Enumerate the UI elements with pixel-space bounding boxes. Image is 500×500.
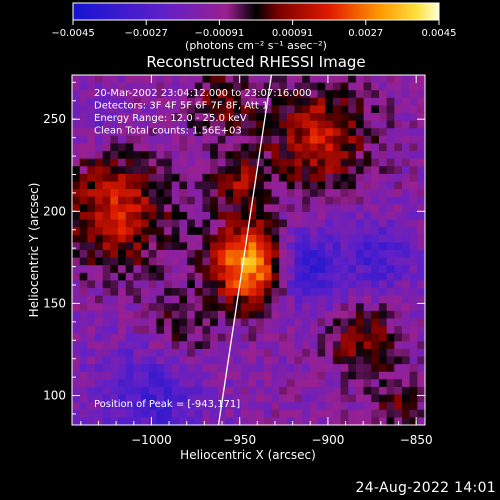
y-tick-label: 100 (43, 389, 66, 403)
info-line: 20-Mar-2002 23:04:12.000 to 23:07:16.000 (94, 88, 312, 99)
info-line: Detectors: 3F 4F 5F 6F 7F 8F, Att 1 (94, 101, 268, 112)
colorbar-tick-label: −0.00091 (195, 28, 245, 39)
y-axis-label: Heliocentric Y (arcsec) (27, 183, 41, 318)
colorbar-tick-label: −0.0027 (125, 28, 168, 39)
colorbar-tick-label: −0.0045 (51, 28, 94, 39)
peak-label: Position of Peak = [-943,171] (94, 399, 240, 410)
colorbar-ticks: −0.0045 −0.0027 −0.00091 0.00091 0.0027 0.004… (51, 20, 457, 39)
info-block: 20-Mar-2002 23:04:12.000 to 23:07:16.000… (94, 88, 312, 137)
colorbar-tick-label: 0.0045 (422, 28, 457, 39)
colorbar-unit-label: (photons cm⁻² s⁻¹ asec⁻²) (185, 39, 327, 52)
x-tick-label: −900 (311, 433, 344, 447)
axes: −1000 −950 −900 −850 100 150 200 250 (43, 75, 433, 447)
x-tick-label: −1000 (131, 433, 172, 447)
heatmap (72, 75, 425, 425)
plot-frame (71, 74, 426, 426)
y-tick-label: 200 (43, 204, 66, 218)
colorbar (72, 2, 440, 21)
x-tick-label: −950 (223, 433, 256, 447)
info-line: Energy Range: 12.0 - 25.0 keV (94, 113, 247, 124)
timestamp: 24-Aug-2022 14:01 (355, 480, 496, 496)
info-line: Clean Total counts: 1.56E+03 (94, 126, 242, 137)
y-tick-label: 250 (43, 112, 66, 126)
x-axis-label: Heliocentric X (arcsec) (180, 448, 316, 462)
colorbar-tick-label: 0.0027 (348, 28, 383, 39)
chart-title: Reconstructed RHESSI Image (146, 53, 365, 71)
x-tick-label: −850 (400, 433, 433, 447)
solar-limb-line (217, 75, 273, 425)
y-tick-label: 150 (43, 296, 66, 310)
colorbar-tick-label: 0.00091 (272, 28, 313, 39)
